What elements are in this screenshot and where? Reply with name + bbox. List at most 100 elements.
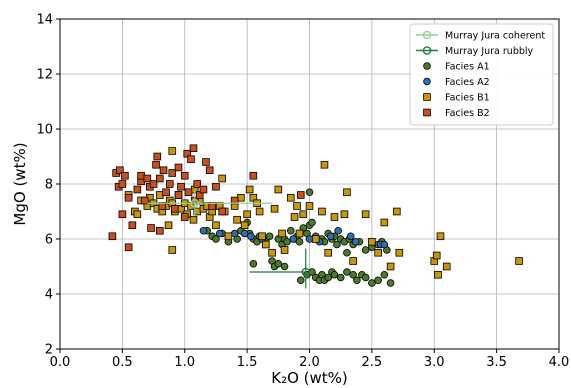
data-point — [280, 262, 289, 271]
x-tick-label: 0.0 — [50, 355, 71, 370]
data-point — [283, 237, 291, 246]
data-point — [137, 171, 145, 180]
x-tick-label: 2.5 — [362, 355, 383, 370]
data-point — [305, 235, 314, 243]
data-point — [374, 248, 382, 257]
data-point — [162, 188, 170, 197]
data-point — [324, 273, 333, 282]
legend-item: Murray Jura rubbly — [416, 46, 534, 57]
data-point — [180, 171, 189, 180]
data-point — [124, 193, 133, 202]
data-point — [205, 166, 214, 175]
data-point — [118, 210, 127, 219]
data-point — [184, 188, 193, 197]
y-tick-label: 12 — [36, 68, 53, 83]
data-point — [361, 210, 370, 219]
data-point — [330, 270, 339, 279]
x-tick-label: 1.5 — [237, 355, 258, 370]
data-point — [249, 171, 258, 180]
data-point — [333, 240, 341, 249]
data-point — [237, 193, 245, 202]
y-tick-label: 8 — [45, 178, 53, 193]
data-point — [212, 221, 220, 230]
data-point — [215, 229, 224, 238]
data-point — [308, 218, 316, 227]
errorbar-center — [301, 267, 311, 277]
data-point — [149, 180, 158, 188]
legend-item: Murray Jura coherent — [416, 31, 545, 42]
data-point — [349, 270, 357, 279]
data-point — [290, 213, 299, 221]
data-point — [368, 237, 376, 246]
data-point — [296, 191, 305, 199]
data-point — [164, 221, 173, 230]
y-axis-label: MgO (wt%) — [11, 142, 29, 225]
data-point — [258, 232, 266, 241]
data-point — [158, 202, 167, 210]
data-point — [170, 204, 179, 213]
data-point — [243, 210, 251, 219]
x-tick-label: 0.5 — [112, 355, 133, 370]
data-point — [346, 232, 355, 241]
x-tick-label: 2.0 — [299, 355, 320, 370]
data-point — [515, 257, 523, 265]
data-point — [340, 210, 349, 219]
x-tick-label: 3.5 — [486, 355, 507, 370]
legend-label: Facies B1 — [445, 93, 490, 104]
data-point — [118, 180, 127, 188]
data-point — [262, 240, 270, 249]
data-point — [380, 240, 389, 249]
data-point — [295, 229, 304, 238]
data-point — [159, 166, 168, 175]
data-point — [305, 202, 314, 210]
data-point — [432, 251, 441, 260]
legend-label: Murray Jura rubbly — [445, 46, 534, 57]
data-point — [351, 237, 360, 246]
data-point — [155, 226, 164, 235]
legend-circle-marker — [423, 77, 431, 86]
data-point — [212, 182, 220, 191]
data-point — [265, 232, 274, 241]
data-point — [326, 232, 335, 241]
legend-box — [409, 23, 554, 126]
data-point — [121, 171, 129, 180]
data-point — [245, 185, 254, 194]
data-point — [330, 213, 339, 221]
data-point — [124, 243, 133, 252]
legend-label: Facies A2 — [445, 77, 490, 88]
data-point — [249, 259, 258, 268]
data-point — [386, 262, 395, 271]
data-point — [116, 166, 124, 175]
data-point — [343, 188, 351, 197]
errorbar-murray-jura-coherent — [147, 190, 273, 216]
data-point — [293, 202, 301, 210]
legend: Murray Jura coherent Murray Jura rubbly Fa… — [409, 23, 554, 126]
data-point — [343, 248, 351, 257]
data-point — [274, 259, 283, 268]
data-point — [305, 188, 314, 197]
data-point — [168, 169, 177, 177]
data-point — [177, 182, 185, 191]
data-point — [280, 246, 289, 254]
data-point — [218, 207, 226, 216]
data-point — [202, 158, 210, 166]
data-point — [155, 191, 164, 199]
data-point — [320, 160, 329, 169]
data-point — [212, 235, 220, 243]
data-point — [308, 268, 316, 276]
y-tick-label: 14 — [36, 13, 53, 28]
data-point — [147, 224, 155, 232]
data-point — [296, 276, 305, 285]
data-point — [386, 279, 395, 287]
data-point — [374, 276, 382, 285]
data-point — [361, 273, 370, 282]
data-point — [286, 226, 295, 235]
data-point — [152, 160, 160, 169]
data-point — [141, 196, 149, 205]
data-point — [165, 180, 174, 188]
legend-item: Facies B2 — [423, 108, 490, 119]
data-point — [286, 193, 295, 202]
data-point — [155, 174, 164, 183]
axis-ticks: 0.0 0.5 1.0 1.5 2.0 2.5 3.0 3.5 4.0 2 4 6 8 10 12 14 — [36, 13, 569, 371]
